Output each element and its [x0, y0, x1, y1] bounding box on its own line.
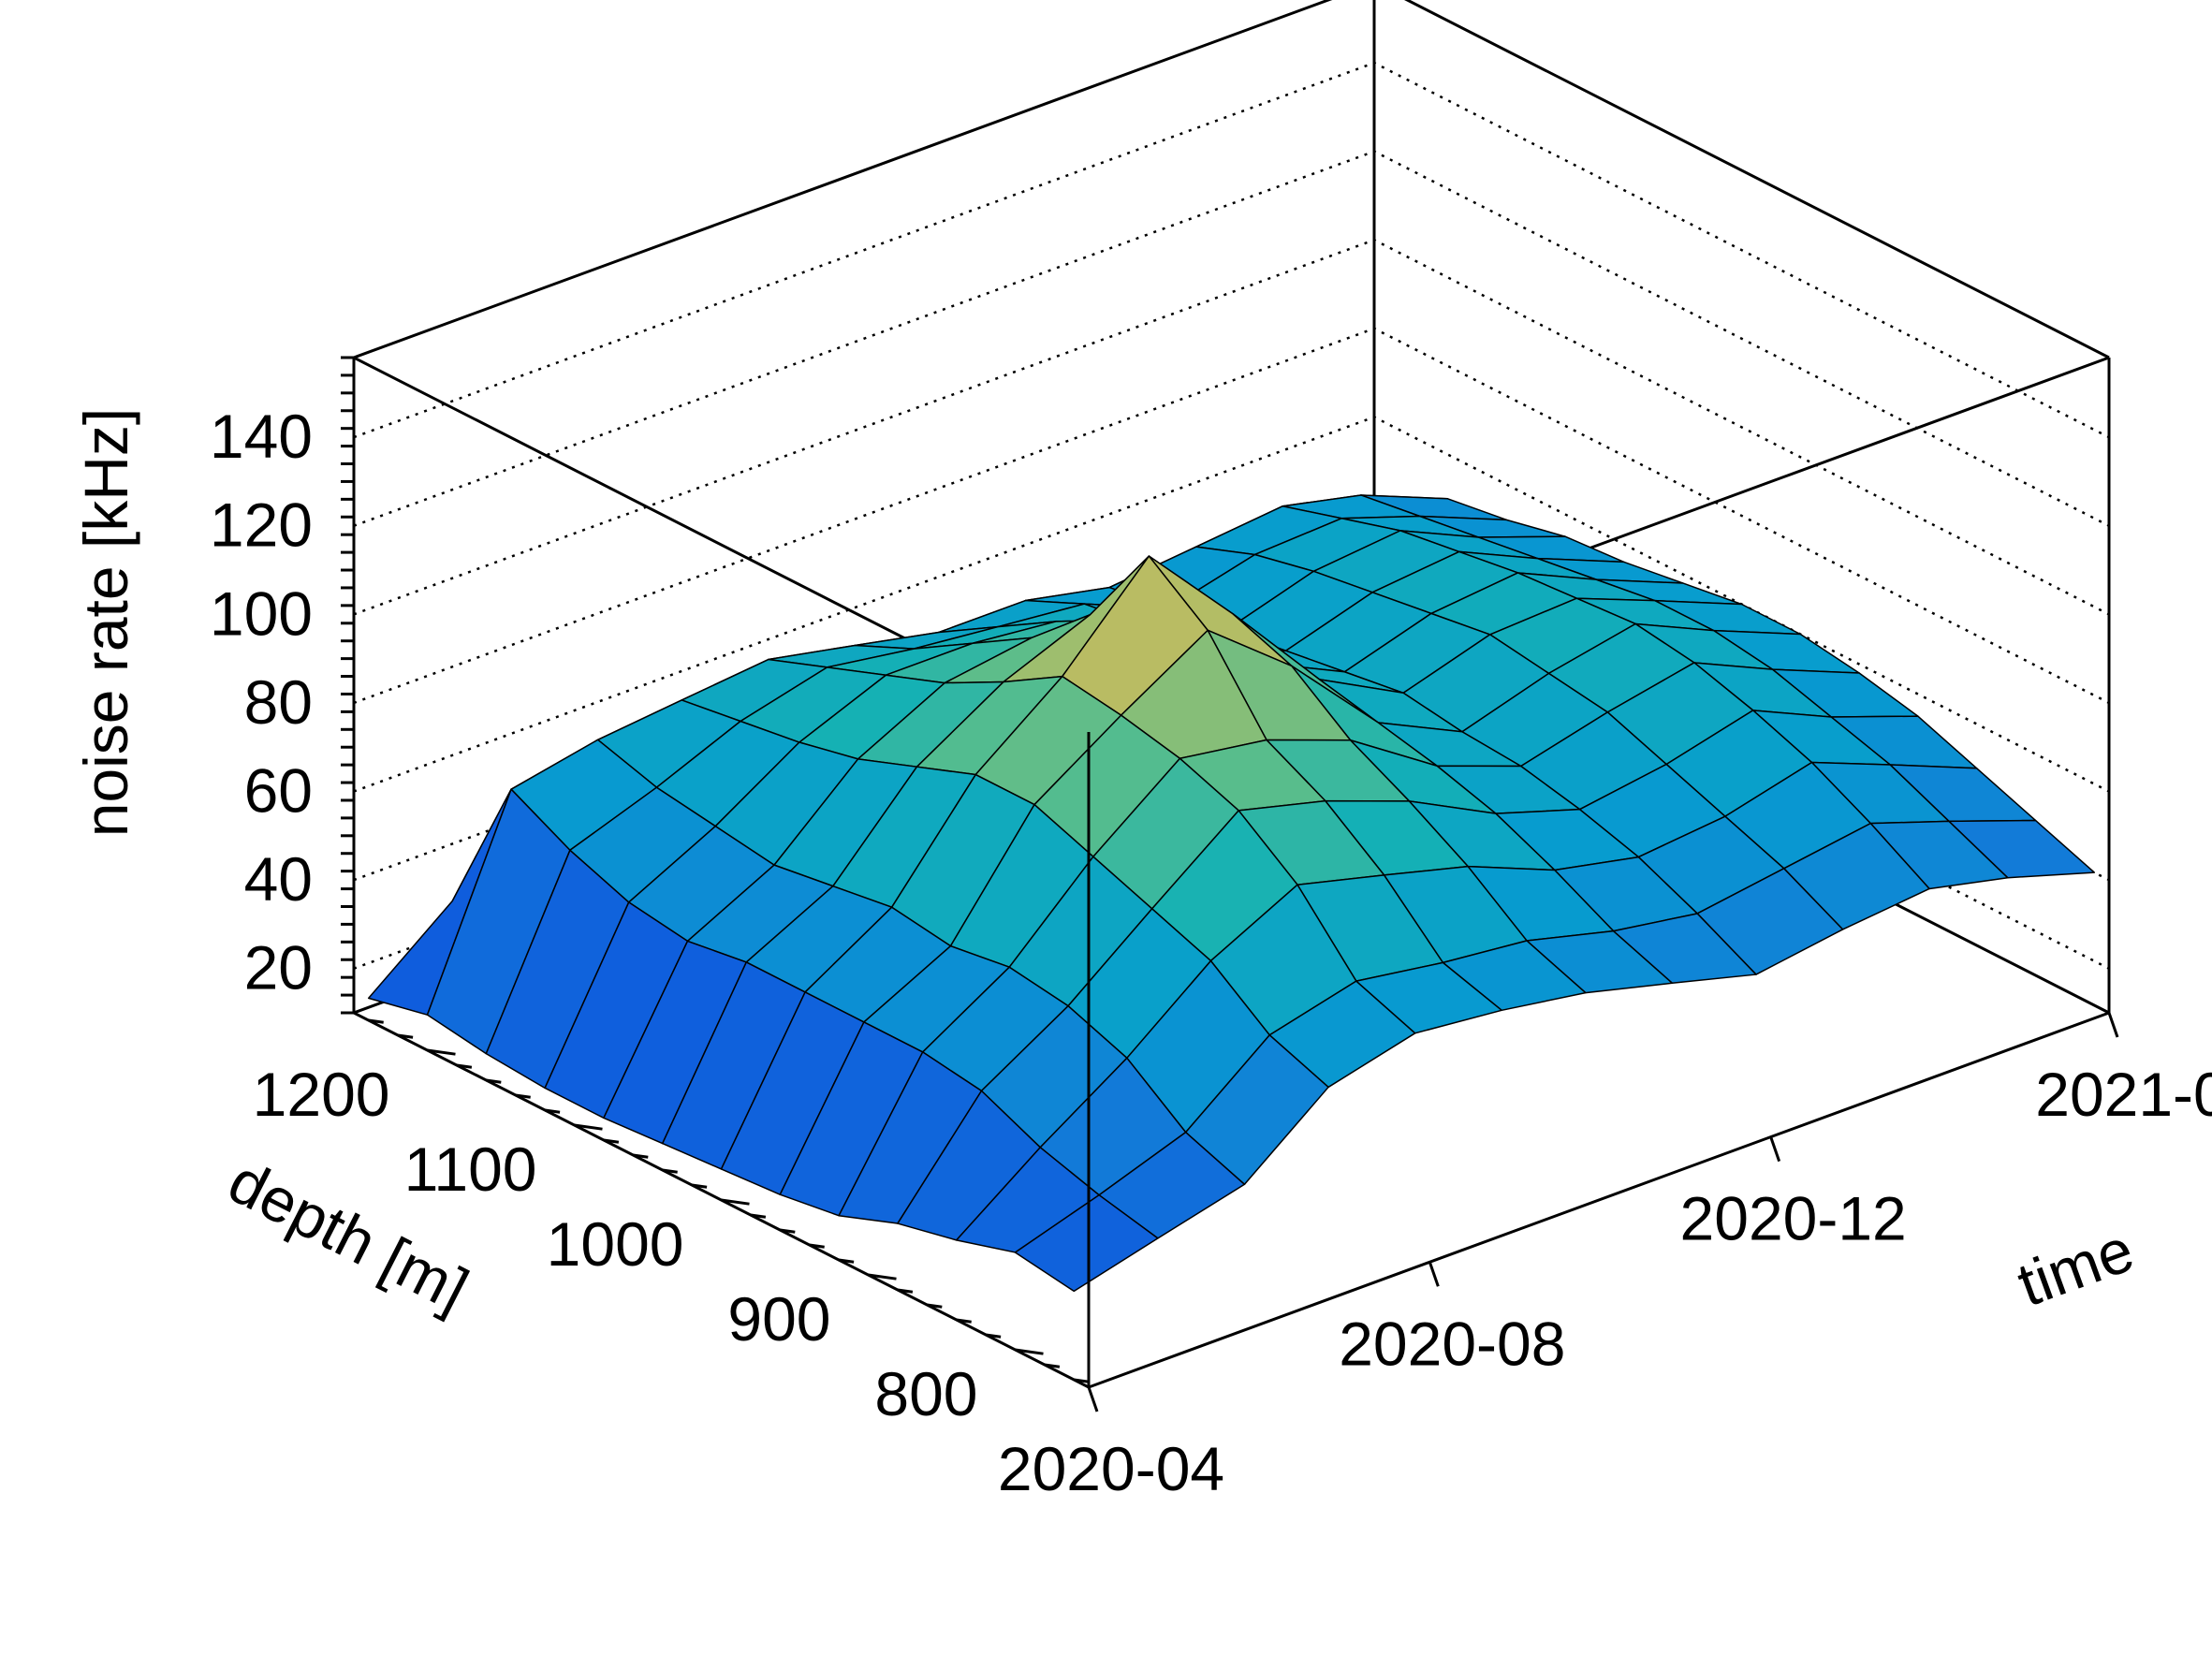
- y-minor-tick: [633, 1153, 649, 1159]
- y-major-tick: [427, 1048, 456, 1056]
- front-box: [1087, 732, 2110, 1389]
- z-axis: 20 40 60 80 100 120 140: [210, 356, 356, 1015]
- y-minor-tick: [397, 1033, 414, 1039]
- y-minor-tick: [809, 1243, 825, 1249]
- z-tick-label: 40: [244, 844, 313, 914]
- x-major-tick: [1769, 1136, 1781, 1163]
- y-minor-tick: [603, 1138, 620, 1144]
- z-tick-label: 100: [210, 578, 313, 648]
- z-gridline: [353, 61, 2110, 439]
- y-tick-label: 900: [727, 1284, 830, 1354]
- box-edge-top-right: [1404, 0, 2110, 359]
- y-minor-tick: [780, 1228, 796, 1234]
- z-gridline: [353, 238, 2110, 616]
- y-minor-tick: [544, 1108, 561, 1114]
- z-tick-label: 120: [210, 490, 313, 560]
- y-minor-tick: [985, 1333, 1002, 1339]
- y-minor-tick: [897, 1288, 914, 1294]
- y-minor-tick: [1074, 1378, 1090, 1383]
- box-edge-front-bottom: [1088, 1011, 2110, 1389]
- y-minor-tick: [927, 1303, 943, 1309]
- x-major-tick: [1428, 1261, 1440, 1287]
- z-tick-label: 60: [244, 756, 313, 826]
- x-tick-label: 2021-0: [2035, 1060, 2212, 1129]
- x-tick-label: 2020-12: [1680, 1184, 1907, 1253]
- y-minor-tick: [486, 1078, 502, 1084]
- x-major-tick: [1087, 1386, 1099, 1412]
- x-tick-label: 2020-08: [1339, 1309, 1565, 1378]
- x-major-tick: [2107, 1012, 2119, 1038]
- y-minor-tick: [838, 1258, 855, 1264]
- surface-mesh: [367, 494, 2096, 1293]
- x-axis: 2020-04 2020-08 2020-12 2021-0: [998, 1012, 2212, 1503]
- z-gridline: [353, 327, 2110, 705]
- y-minor-tick: [456, 1063, 473, 1069]
- z-gridline: [353, 416, 2110, 793]
- y-minor-tick: [662, 1168, 678, 1174]
- y-tick-label: 1100: [404, 1134, 537, 1204]
- y-tick-label: 1200: [253, 1060, 390, 1129]
- y-minor-tick: [750, 1213, 767, 1219]
- z-tick-label: 140: [210, 402, 313, 471]
- z-axis-label: noise rate [kHz]: [71, 408, 140, 838]
- x-tick-label: 2020-04: [998, 1434, 1224, 1503]
- x-axis-label: time: [2009, 1214, 2142, 1319]
- z-gridline: [353, 150, 2110, 527]
- z-tick-label: 20: [244, 933, 313, 1003]
- y-minor-tick: [1044, 1363, 1061, 1369]
- surface-cell: [1014, 1193, 1159, 1293]
- y-minor-tick: [515, 1093, 531, 1099]
- y-tick-label: 800: [874, 1359, 977, 1428]
- y-minor-tick: [691, 1183, 708, 1189]
- y-major-tick: [721, 1198, 750, 1206]
- z-tick-label: 80: [244, 667, 313, 737]
- y-minor-tick: [368, 1018, 384, 1024]
- y-minor-tick: [956, 1318, 972, 1324]
- box-edge-top-back: [353, 0, 1333, 359]
- y-major-tick: [574, 1123, 603, 1131]
- y-major-tick: [1015, 1348, 1044, 1355]
- y-major-tick: [868, 1273, 897, 1281]
- y-tick-label: 1000: [547, 1209, 684, 1279]
